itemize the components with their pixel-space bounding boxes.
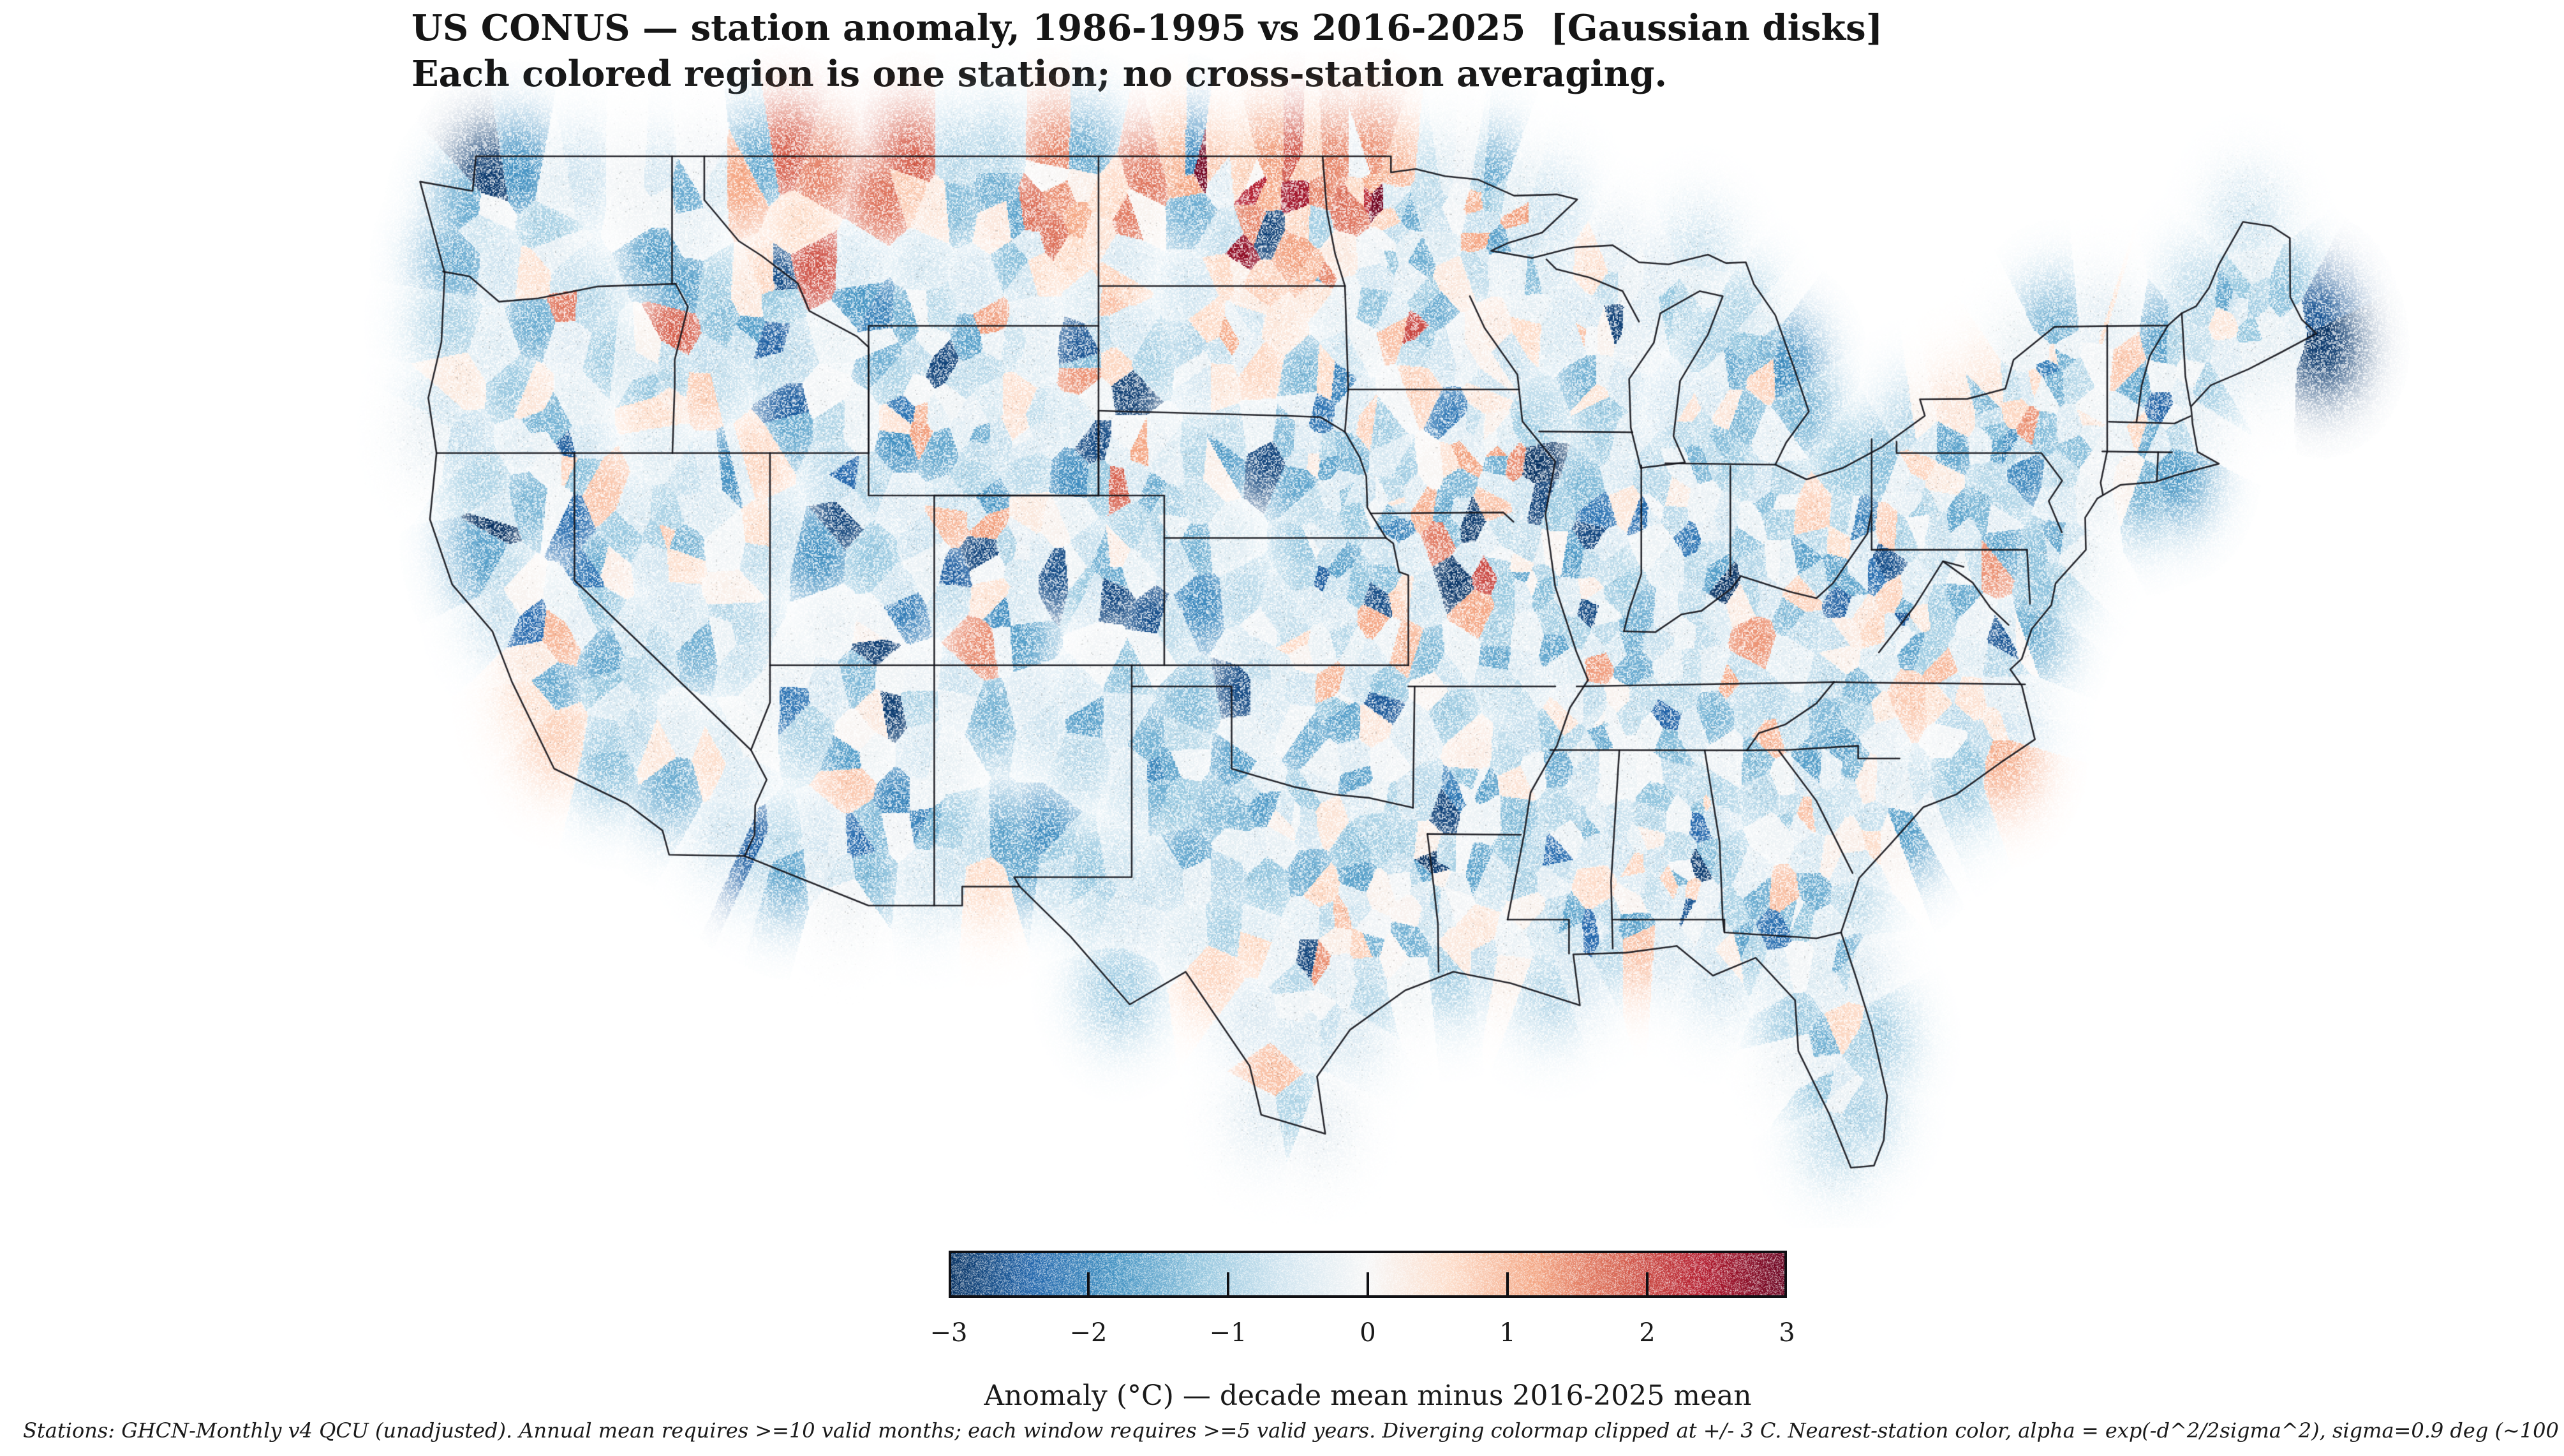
colorbar-tick-label: −2 xyxy=(1069,1318,1108,1348)
conus-anomaly-map-canvas xyxy=(357,35,2463,1228)
colorbar-tick-label: 2 xyxy=(1639,1318,1656,1348)
colorbar-tick xyxy=(1227,1272,1229,1295)
colorbar-tick xyxy=(1646,1272,1649,1295)
colorbar-tick xyxy=(1087,1272,1090,1295)
colorbar-tick xyxy=(1367,1272,1369,1295)
colorbar-tick xyxy=(1506,1272,1509,1295)
colorbar-label: Anomaly (°C) — decade mean minus 2016-20… xyxy=(984,1379,1752,1412)
colorbar-tick-label: −1 xyxy=(1209,1318,1247,1348)
footnote: Stations: GHCN-Monthly v4 QCU (unadjuste… xyxy=(23,1418,2564,1443)
colorbar-tick-label: 0 xyxy=(1360,1318,1376,1348)
colorbar-tick-label: 3 xyxy=(1779,1318,1795,1348)
colorbar-tick-label: −3 xyxy=(930,1318,968,1348)
colorbar-tick-label: 1 xyxy=(1499,1318,1516,1348)
